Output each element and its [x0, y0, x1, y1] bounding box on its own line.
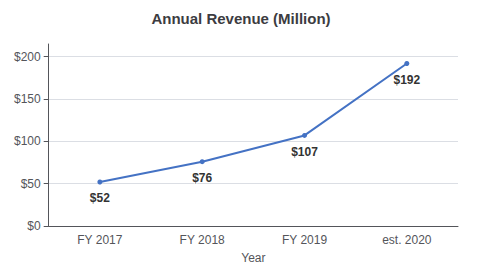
- svg-text:$107: $107: [291, 145, 318, 159]
- svg-text:Annual Revenue (Million): Annual Revenue (Million): [151, 10, 330, 27]
- svg-text:est. 2020: est. 2020: [382, 233, 432, 247]
- svg-text:$76: $76: [192, 171, 212, 185]
- svg-text:FY 2017: FY 2017: [77, 233, 122, 247]
- svg-text:$52: $52: [90, 191, 110, 205]
- svg-text:$150: $150: [14, 92, 41, 106]
- svg-text:$50: $50: [21, 177, 41, 191]
- svg-text:FY 2019: FY 2019: [282, 233, 327, 247]
- svg-text:$192: $192: [393, 73, 420, 87]
- svg-text:Year: Year: [241, 251, 265, 265]
- svg-text:FY 2018: FY 2018: [180, 233, 225, 247]
- svg-text:$0: $0: [27, 219, 41, 233]
- svg-text:$100: $100: [14, 134, 41, 148]
- svg-text:$200: $200: [14, 50, 41, 64]
